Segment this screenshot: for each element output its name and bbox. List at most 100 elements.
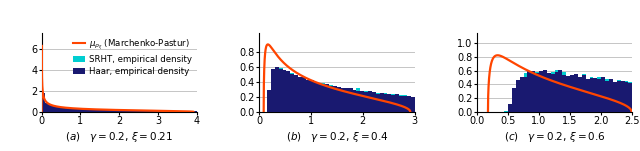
Bar [182, 111, 186, 112]
Bar [345, 88, 349, 112]
Bar [154, 111, 158, 112]
Bar [306, 80, 310, 112]
Bar [186, 111, 189, 112]
Bar [321, 83, 325, 112]
Bar [628, 83, 632, 112]
Bar [613, 82, 617, 112]
Bar [535, 73, 539, 112]
Bar [147, 111, 150, 112]
Bar [399, 96, 403, 112]
Bar [186, 111, 189, 112]
Bar [555, 70, 559, 112]
Bar [69, 108, 73, 112]
Bar [131, 110, 135, 112]
Bar [617, 81, 621, 112]
Bar [267, 90, 271, 112]
Bar [383, 93, 387, 112]
Bar [353, 90, 356, 112]
Bar [173, 111, 178, 112]
Bar [566, 76, 570, 112]
Bar [275, 67, 278, 112]
Bar [170, 111, 173, 112]
Bar [504, 111, 508, 112]
Bar [387, 94, 392, 112]
Bar [380, 93, 383, 112]
Bar [628, 82, 632, 112]
Bar [271, 71, 275, 112]
Bar [376, 93, 380, 112]
Bar [182, 111, 186, 112]
Bar [364, 92, 368, 112]
Bar [368, 92, 372, 112]
Bar [61, 108, 65, 112]
Bar [162, 111, 166, 112]
Bar [61, 108, 65, 112]
Bar [96, 109, 100, 112]
Bar [566, 76, 570, 112]
Bar [45, 103, 49, 112]
Bar [77, 109, 81, 112]
Bar [601, 79, 605, 112]
Bar [516, 80, 520, 112]
Bar [193, 111, 197, 112]
Bar [310, 80, 314, 112]
Bar [267, 90, 271, 112]
Bar [282, 70, 287, 112]
Bar [520, 77, 524, 112]
Bar [617, 80, 621, 112]
Bar [333, 86, 337, 112]
Bar [287, 71, 291, 112]
Bar [325, 84, 329, 112]
Bar [403, 96, 407, 112]
Bar [543, 70, 547, 112]
Bar [147, 111, 150, 112]
Bar [360, 91, 364, 112]
Bar [124, 110, 127, 112]
Bar [81, 109, 84, 112]
Bar [88, 109, 92, 112]
Bar [306, 80, 310, 112]
Bar [609, 79, 613, 112]
Bar [609, 80, 613, 112]
Bar [139, 110, 143, 112]
Bar [73, 109, 77, 112]
Bar [586, 79, 589, 112]
Bar [353, 90, 356, 112]
Bar [621, 81, 625, 112]
Bar [170, 111, 173, 112]
Bar [593, 78, 597, 112]
Bar [143, 111, 147, 112]
Bar [524, 77, 527, 112]
Bar [539, 71, 543, 112]
Bar [516, 80, 520, 112]
Bar [115, 110, 119, 112]
Bar [96, 109, 100, 112]
Bar [325, 85, 329, 112]
Bar [127, 110, 131, 112]
X-axis label: $(c)$   $\gamma = 0.2,\, \xi = 0.6$: $(c)$ $\gamma = 0.2,\, \xi = 0.6$ [504, 130, 605, 144]
Bar [574, 74, 578, 112]
Bar [124, 110, 127, 112]
Bar [53, 106, 57, 112]
Bar [605, 79, 609, 112]
Bar [396, 94, 399, 112]
Bar [539, 71, 543, 112]
Bar [512, 88, 516, 112]
Bar [356, 91, 360, 112]
Bar [321, 84, 325, 112]
Bar [582, 74, 586, 112]
Bar [111, 110, 115, 112]
Bar [605, 81, 609, 112]
Bar [143, 111, 147, 112]
Bar [108, 110, 111, 112]
Bar [310, 80, 314, 112]
Bar [589, 78, 593, 112]
Bar [364, 91, 368, 112]
Bar [57, 107, 61, 112]
Bar [593, 78, 597, 112]
Bar [396, 96, 399, 112]
Bar [139, 110, 143, 112]
Bar [135, 110, 139, 112]
Bar [578, 77, 582, 112]
Bar [127, 110, 131, 112]
